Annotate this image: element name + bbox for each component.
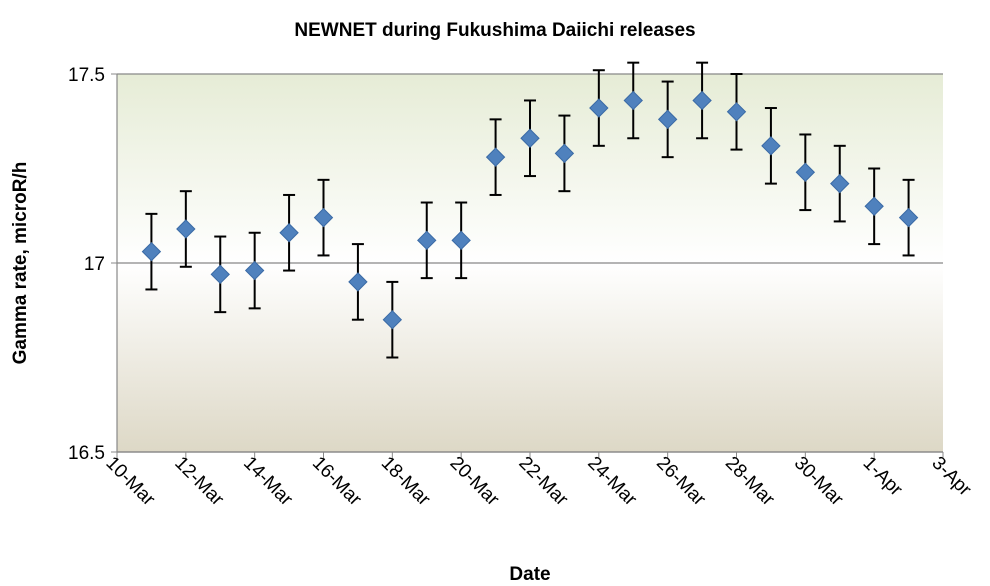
marker [657, 109, 678, 130]
marker [589, 98, 609, 118]
x-tick-label: 16-Mar [308, 453, 366, 511]
x-axis-label: Date [509, 564, 550, 585]
marker [864, 196, 884, 217]
marker [279, 223, 299, 243]
y-axis-label: Gamma rate, microR/h [10, 162, 31, 365]
x-tick-label: 1-Apr [859, 453, 907, 501]
x-tick-label: 20-Mar [446, 453, 504, 511]
x-tick-label: 24-Mar [583, 453, 641, 511]
marker [210, 264, 230, 285]
x-tick-label: 18-Mar [377, 453, 435, 511]
x-tick-label: 30-Mar [790, 453, 848, 511]
marker [726, 102, 747, 122]
marker [554, 143, 575, 164]
x-tick-label: 3-Apr [927, 453, 975, 501]
marker [623, 90, 643, 111]
x-tick-label: 26-Mar [652, 453, 710, 511]
y-tick-label: 17 [84, 254, 105, 275]
marker [795, 162, 816, 182]
marker [520, 128, 540, 148]
marker [417, 230, 437, 251]
marker [348, 272, 368, 292]
marker [141, 241, 162, 262]
marker [451, 230, 471, 251]
x-tick-label: 12-Mar [170, 453, 228, 511]
x-tick-label: 10-Mar [101, 453, 159, 511]
y-tick-label: 17.5 [68, 65, 105, 86]
x-tick-label: 22-Mar [514, 453, 572, 511]
marker [485, 147, 506, 167]
marker [761, 136, 781, 156]
marker [830, 173, 850, 194]
marker [898, 207, 919, 228]
x-tick-label: 14-Mar [239, 453, 297, 511]
marker [382, 309, 403, 330]
y-tick-label: 16.5 [68, 443, 105, 464]
marker [692, 90, 712, 111]
marker [176, 219, 196, 239]
x-tick-label: 28-Mar [721, 453, 779, 511]
marker [244, 260, 265, 281]
marker [313, 207, 334, 228]
chart-title: NEWNET during Fukushima Daiichi releases [294, 20, 695, 41]
